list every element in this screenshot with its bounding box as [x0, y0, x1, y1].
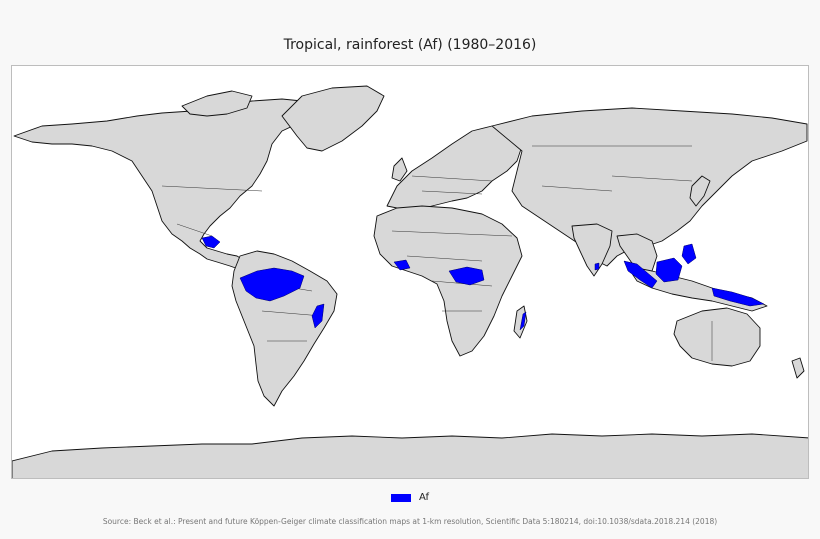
world-map-svg — [12, 85, 808, 478]
af-region-new-guinea — [711, 287, 765, 307]
land-masses — [12, 85, 808, 478]
af-region-sumatra — [623, 260, 658, 289]
af-region-west-africa — [393, 259, 411, 271]
landmass-new-zealand — [791, 357, 805, 379]
landmass-europe — [386, 125, 523, 212]
borders-africa — [391, 230, 513, 312]
world-map — [11, 65, 809, 479]
landmass-greenland — [281, 85, 385, 152]
af-region-madagascar — [519, 311, 527, 331]
landmass-arctic-islands — [181, 90, 253, 117]
landmass-asia — [491, 107, 808, 267]
borders-europe — [411, 175, 493, 195]
source-citation: Source: Beck et al.: Present and future … — [102, 517, 718, 526]
af-region-philippines — [681, 243, 697, 265]
map-legend: Af — [0, 492, 820, 503]
landmass-madagascar — [513, 305, 528, 339]
landmass-australia — [673, 307, 761, 367]
af-region-amazon — [239, 267, 305, 302]
legend-label-af: Af — [418, 492, 429, 503]
landmass-africa — [373, 205, 523, 357]
landmass-north-america — [13, 98, 313, 272]
borders-asia — [532, 145, 693, 192]
legend-swatch-af — [390, 493, 411, 502]
landmass-india — [571, 223, 613, 277]
af-region-central-america — [201, 235, 221, 249]
af-region-sri-lanka — [594, 262, 600, 271]
map-title: Tropical, rainforest (Af) (1980–2016) — [283, 37, 537, 53]
af-region-borneo — [655, 257, 683, 283]
landmass-japan — [689, 175, 711, 207]
af-region-atlantic-brazil — [311, 303, 325, 329]
border-us-canada — [161, 185, 263, 192]
country-borders — [161, 145, 713, 361]
af-region-congo — [448, 266, 485, 286]
border-us-mexico — [176, 223, 213, 237]
landmass-antarctica — [12, 433, 808, 478]
landmass-britain — [391, 157, 408, 182]
af-regions — [201, 235, 765, 331]
